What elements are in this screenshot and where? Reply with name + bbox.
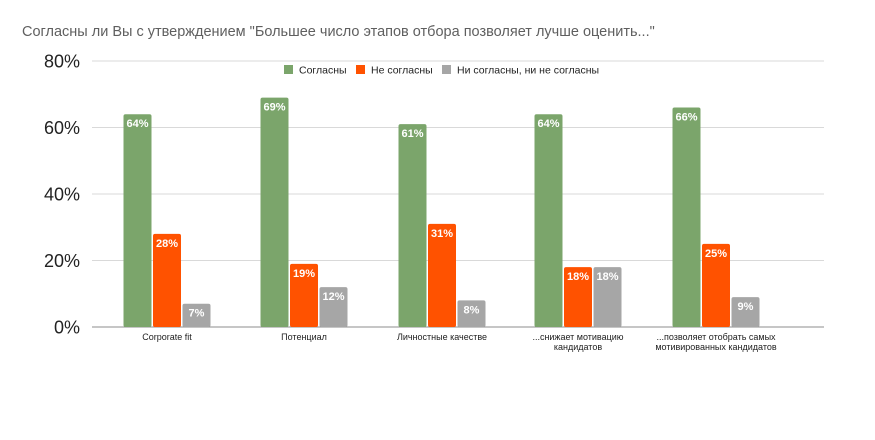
y-tick-label: 80% bbox=[44, 52, 80, 72]
bar-value-label: 18% bbox=[567, 271, 589, 283]
bar-value-label: 61% bbox=[401, 128, 423, 140]
bar bbox=[457, 300, 486, 327]
bar-value-label: 66% bbox=[675, 112, 697, 124]
bar bbox=[564, 267, 592, 327]
bar-value-label: 9% bbox=[738, 301, 754, 313]
bar bbox=[260, 97, 289, 327]
y-tick-label: 0% bbox=[54, 318, 80, 338]
bar-value-label: 8% bbox=[464, 304, 480, 316]
bar-value-label: 19% bbox=[293, 268, 315, 280]
bar bbox=[182, 303, 211, 327]
category-label: мотивированных кандидатов bbox=[655, 342, 777, 352]
bar bbox=[290, 263, 318, 327]
legend-label: Ни согласны, ни не согласны bbox=[457, 65, 599, 77]
y-tick-label: 40% bbox=[44, 185, 80, 205]
category-label: ...снижает мотивацию bbox=[532, 332, 623, 342]
bar bbox=[593, 267, 622, 327]
bar bbox=[534, 114, 563, 327]
category-label: Corporate fit bbox=[142, 332, 192, 342]
y-tick-label: 20% bbox=[44, 251, 80, 271]
legend-label: Не согласны bbox=[371, 65, 433, 77]
bar-value-label: 28% bbox=[156, 238, 178, 250]
bar bbox=[731, 297, 760, 327]
bar bbox=[123, 114, 152, 327]
bar bbox=[153, 233, 181, 327]
bar-value-label: 69% bbox=[263, 102, 285, 114]
legend-swatch bbox=[284, 65, 293, 74]
category-label: кандидатов bbox=[554, 342, 602, 352]
bar bbox=[428, 223, 456, 327]
bar bbox=[702, 243, 730, 327]
legend-swatch bbox=[356, 65, 365, 74]
legend-swatch bbox=[442, 65, 451, 74]
bar-value-label: 7% bbox=[189, 308, 205, 320]
legend-label: Согласны bbox=[299, 65, 347, 77]
bar-value-label: 18% bbox=[596, 271, 618, 283]
bar-value-label: 31% bbox=[431, 228, 453, 240]
bar-value-label: 25% bbox=[705, 248, 727, 260]
chart-title: Согласны ли Вы с утверждением "Большее ч… bbox=[22, 24, 655, 40]
bar bbox=[672, 107, 701, 327]
bar-value-label: 12% bbox=[322, 291, 344, 303]
bar bbox=[319, 287, 348, 327]
category-label: Потенциал bbox=[281, 332, 327, 342]
bar-value-label: 64% bbox=[126, 118, 148, 130]
category-label: ...позволяет отобрать самых bbox=[656, 332, 776, 342]
y-tick-label: 60% bbox=[44, 118, 80, 138]
bar-value-label: 64% bbox=[537, 118, 559, 130]
bar bbox=[398, 124, 427, 327]
category-label: Личностные качестве bbox=[397, 332, 487, 342]
